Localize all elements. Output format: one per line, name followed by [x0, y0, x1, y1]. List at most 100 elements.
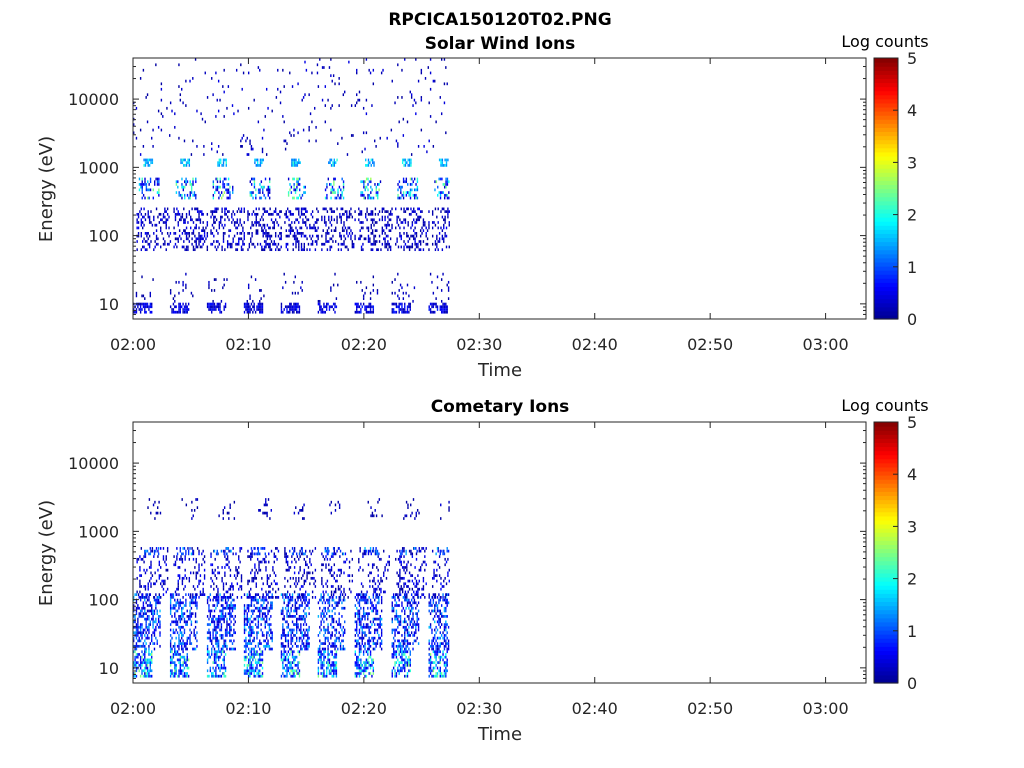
heatmap-cell — [174, 232, 177, 235]
heatmap-cell — [148, 164, 151, 167]
heatmap-cell — [431, 226, 434, 230]
heatmap-cell — [289, 305, 291, 309]
heatmap-cell — [220, 615, 223, 618]
heatmap-cell — [356, 674, 358, 678]
heatmap-cell — [272, 226, 274, 230]
heatmap-cell — [287, 658, 290, 662]
heatmap-cell — [286, 653, 288, 656]
heatmap-cell — [183, 612, 186, 616]
heatmap-cell — [187, 232, 189, 235]
heatmap-cell — [434, 180, 436, 184]
heatmap-cell — [158, 574, 161, 577]
heatmap-cell — [187, 674, 190, 678]
heatmap-cell — [250, 226, 252, 230]
heatmap-cell — [270, 234, 273, 238]
heatmap-cell — [291, 226, 293, 230]
heatmap-cell — [264, 647, 266, 651]
colorbar-segment — [874, 147, 898, 153]
heatmap-cell — [199, 579, 202, 583]
heatmap-cell — [256, 557, 259, 561]
heatmap-cell — [339, 642, 342, 645]
heatmap-cell — [310, 552, 312, 556]
heatmap-cell — [383, 229, 385, 232]
heatmap-cell — [233, 500, 236, 504]
heatmap-cell — [262, 191, 264, 194]
heatmap-cell — [268, 644, 271, 648]
heatmap-cell — [417, 215, 419, 219]
heatmap-cell — [377, 193, 379, 197]
heatmap-cell — [154, 180, 156, 184]
heatmap-cell — [360, 617, 362, 621]
heatmap-cell — [260, 617, 262, 621]
heatmap-cell — [283, 598, 285, 602]
heatmap-cell — [443, 183, 446, 186]
heatmap-cell — [261, 310, 264, 314]
heatmap-cell — [208, 596, 210, 599]
heatmap-cell — [226, 620, 228, 624]
heatmap-cell — [141, 672, 143, 675]
heatmap-cell — [270, 218, 273, 222]
heatmap-cell — [354, 237, 356, 241]
heatmap-cell — [206, 598, 209, 602]
heatmap-cell — [414, 221, 416, 224]
heatmap-cell — [149, 666, 152, 670]
heatmap-cell — [284, 212, 286, 216]
heatmap-cell — [181, 552, 183, 556]
heatmap-cell — [220, 636, 223, 640]
heatmap-cell — [342, 93, 345, 97]
heatmap-cell — [446, 82, 448, 86]
heatmap-cell — [182, 280, 184, 284]
heatmap-cell — [295, 601, 298, 605]
heatmap-cell — [189, 180, 191, 184]
heatmap-cell — [232, 188, 234, 192]
heatmap-cell — [142, 642, 145, 645]
heatmap-cell — [213, 661, 216, 664]
heatmap-cell — [249, 672, 251, 675]
heatmap-cell — [186, 615, 188, 618]
heatmap-cell — [445, 164, 448, 167]
heatmap-cell — [291, 628, 294, 632]
heatmap-cell — [448, 210, 450, 213]
heatmap-cell — [444, 210, 446, 213]
heatmap-cell — [426, 229, 429, 232]
heatmap-cell — [295, 560, 297, 564]
heatmap-cell — [213, 210, 215, 213]
heatmap-cell — [184, 158, 186, 162]
heatmap-cell — [325, 566, 327, 569]
heatmap-cell — [338, 631, 340, 635]
heatmap-cell — [149, 302, 152, 306]
heatmap-cell — [240, 237, 243, 241]
heatmap-cell — [147, 585, 149, 588]
heatmap-cell — [149, 188, 152, 192]
heatmap-cell — [213, 215, 215, 219]
heatmap-cell — [233, 221, 236, 224]
heatmap-cell — [351, 579, 354, 583]
heatmap-cell — [259, 188, 261, 192]
heatmap-cell — [336, 579, 338, 583]
heatmap-cell — [139, 631, 142, 635]
heatmap-cell — [305, 223, 307, 227]
heatmap-cell — [222, 237, 225, 241]
heatmap-cell — [371, 229, 374, 232]
heatmap-cell — [146, 248, 148, 252]
heatmap-cell — [174, 672, 176, 675]
heatmap-cell — [317, 669, 320, 673]
heatmap-cell — [254, 563, 256, 567]
colorbar-segment — [874, 241, 898, 247]
heatmap-cell — [150, 560, 152, 564]
heatmap-cell — [375, 188, 378, 192]
heatmap-cell — [261, 634, 264, 637]
heatmap-cell — [202, 549, 204, 553]
colorbar-segment — [874, 139, 898, 145]
heatmap-cell — [220, 650, 223, 654]
heatmap-cell — [400, 188, 402, 192]
heatmap-cell — [314, 568, 317, 572]
heatmap-cell — [326, 612, 328, 616]
heatmap-cell — [185, 283, 187, 287]
heatmap-cell — [137, 661, 139, 664]
heatmap-cell — [357, 98, 359, 102]
heatmap-cell — [171, 672, 173, 675]
heatmap-cell — [229, 193, 231, 197]
heatmap-cell — [257, 552, 260, 556]
heatmap-cell — [331, 596, 333, 599]
